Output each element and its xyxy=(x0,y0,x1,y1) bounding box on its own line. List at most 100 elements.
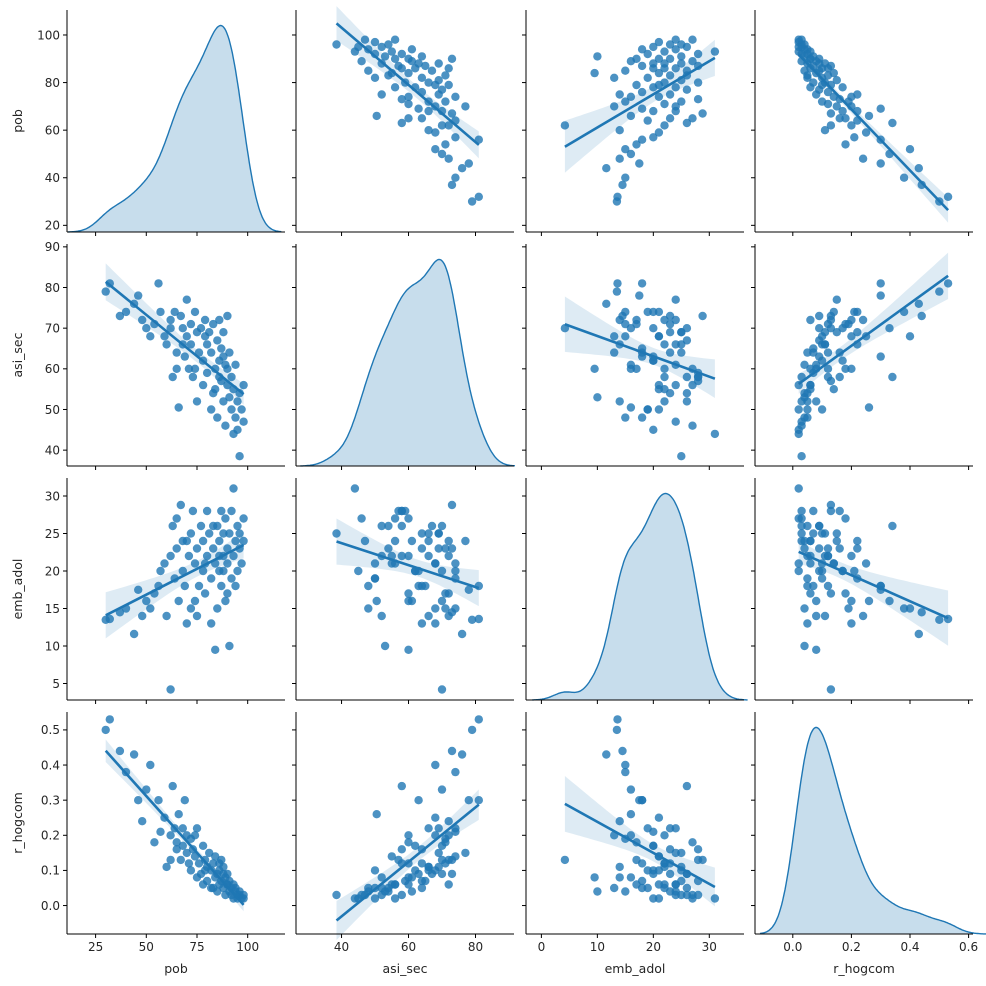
data-point xyxy=(407,536,417,546)
data-point xyxy=(417,883,427,893)
data-point xyxy=(610,348,619,357)
y-tick-label: 80 xyxy=(45,76,60,90)
data-point xyxy=(364,883,373,893)
data-point xyxy=(437,521,447,531)
data-point xyxy=(850,133,859,142)
y-tick-label: 20 xyxy=(45,564,60,578)
data-point xyxy=(665,869,675,879)
data-point xyxy=(441,97,450,106)
data-point xyxy=(649,42,658,52)
data-point xyxy=(434,544,443,553)
data-point xyxy=(404,68,413,78)
data-point xyxy=(835,372,844,382)
data-point xyxy=(417,52,427,61)
data-point xyxy=(404,589,413,598)
data-point xyxy=(178,824,187,833)
regression-line xyxy=(104,749,245,906)
data-point xyxy=(225,529,234,538)
data-point xyxy=(826,685,836,694)
data-point xyxy=(815,544,824,553)
data-point xyxy=(211,645,220,654)
data-point xyxy=(885,324,894,333)
data-point xyxy=(121,307,131,317)
data-point xyxy=(649,133,658,142)
data-point xyxy=(637,45,647,54)
data-point xyxy=(826,500,836,510)
data-point xyxy=(101,287,110,296)
data-point xyxy=(202,368,212,378)
data-point xyxy=(797,529,806,538)
data-point xyxy=(397,845,406,854)
data-point xyxy=(861,128,871,137)
data-point xyxy=(166,324,175,333)
data-point xyxy=(621,66,630,75)
data-point xyxy=(225,641,234,651)
data-point xyxy=(809,348,818,357)
data-point xyxy=(590,68,599,78)
data-point xyxy=(380,52,390,61)
data-point xyxy=(643,824,652,833)
data-point xyxy=(621,307,630,317)
data-point xyxy=(105,715,115,724)
data-point xyxy=(806,315,815,325)
data-point xyxy=(632,140,641,149)
data-point xyxy=(698,311,707,321)
data-point xyxy=(621,767,630,777)
data-point xyxy=(239,417,248,426)
data-point xyxy=(841,140,850,149)
data-point xyxy=(626,92,636,102)
data-point xyxy=(437,121,447,130)
data-point xyxy=(677,328,686,337)
data-point xyxy=(192,544,202,553)
data-point xyxy=(215,859,224,868)
data-point xyxy=(168,372,177,382)
data-point xyxy=(332,890,341,900)
data-point xyxy=(815,352,824,361)
data-point xyxy=(464,159,473,168)
data-point xyxy=(861,559,871,568)
data-point xyxy=(688,114,697,123)
y-tick-label: 40 xyxy=(45,443,60,457)
data-point xyxy=(654,332,664,341)
data-point xyxy=(225,348,234,357)
data-point xyxy=(806,54,815,63)
panel-emb_adol-vs-asi_sec xyxy=(292,478,514,704)
y-tick-label: 0.1 xyxy=(41,864,60,878)
data-point xyxy=(800,360,809,369)
data-point xyxy=(138,315,147,325)
data-point xyxy=(820,611,830,621)
data-point xyxy=(377,521,386,531)
data-point xyxy=(444,121,453,130)
data-point xyxy=(935,287,944,296)
data-point xyxy=(660,372,669,382)
data-point xyxy=(847,619,856,628)
data-point xyxy=(235,529,244,538)
x-axis-label-pob: pob xyxy=(164,961,188,976)
data-point xyxy=(817,97,827,106)
data-point xyxy=(404,92,413,102)
data-point xyxy=(172,364,181,373)
data-point xyxy=(390,83,400,92)
data-point xyxy=(444,551,453,561)
data-point xyxy=(370,866,380,875)
data-point xyxy=(160,559,169,568)
x-axis-label-asi_sec: asi_sec xyxy=(383,961,428,976)
data-point xyxy=(424,536,433,546)
data-point xyxy=(665,40,675,49)
data-point xyxy=(198,841,208,850)
data-point xyxy=(219,328,228,337)
data-point xyxy=(806,536,815,546)
data-point xyxy=(360,35,370,44)
x-axis-label-emb_adol: emb_adol xyxy=(605,961,666,976)
data-point xyxy=(803,574,812,583)
data-point xyxy=(451,559,460,568)
data-point xyxy=(899,173,909,182)
y-tick-label: 0.0 xyxy=(41,899,60,913)
data-point xyxy=(404,54,413,63)
data-point xyxy=(823,372,833,382)
data-point xyxy=(838,83,847,92)
data-point xyxy=(397,95,406,104)
panel-r_hogcom-vs-asi_sec: 40 60 80 xyxy=(292,712,514,954)
data-point xyxy=(176,500,185,510)
data-point xyxy=(864,596,874,606)
